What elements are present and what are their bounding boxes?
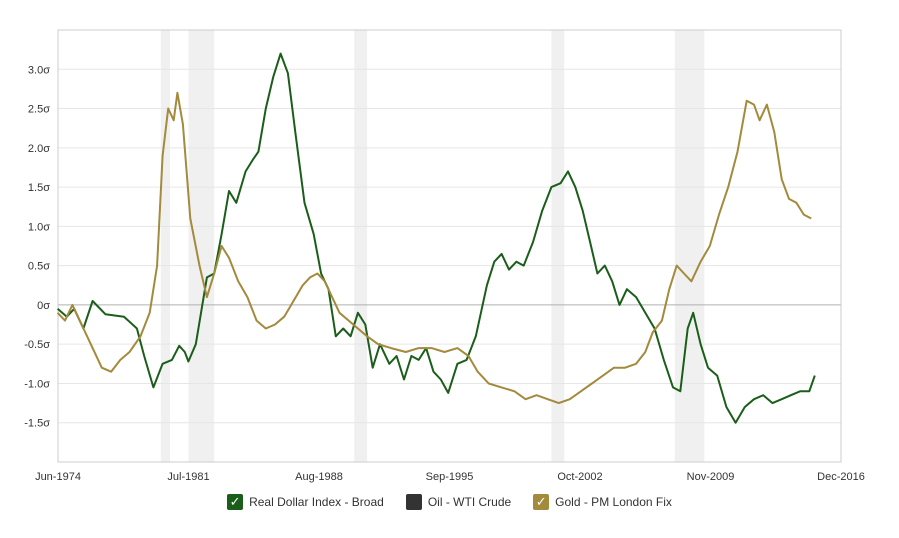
- series-lines: [56, 52, 816, 424]
- legend-label: Oil - WTI Crude: [427, 495, 512, 509]
- y-tick-label: -0.5σ: [24, 339, 50, 351]
- y-tick-label: -1.5σ: [24, 418, 50, 430]
- y-tick-label: 1.0σ: [28, 221, 50, 233]
- recession-band: [354, 30, 368, 462]
- y-tick-label: 2.0σ: [28, 143, 50, 155]
- y-axis-ticks: -1.5σ -1.0σ -0.5σ 0σ 0.5σ 1.0σ 1.5σ 2.0σ 2.5σ 3.0…: [24, 64, 50, 429]
- legend-item-oil-wti-crude[interactable]: Oil - WTI Crude: [405, 494, 512, 510]
- plot-frame: [57, 29, 842, 463]
- x-tick-label: Aug-1988: [295, 471, 343, 483]
- legend-label: Real Dollar Index - Broad: [249, 495, 384, 509]
- legend-item-real-dollar-index[interactable]: ✓ Real Dollar Index - Broad: [227, 494, 384, 510]
- y-tick-label: 0σ: [37, 300, 50, 312]
- y-tick-label: 3.0σ: [28, 64, 50, 76]
- series-line: [56, 52, 816, 424]
- y-tick-label: 1.5σ: [28, 182, 50, 194]
- gridlines: [58, 68, 841, 424]
- legend-item-gold-london-fix[interactable]: ✓ Gold - PM London Fix: [533, 494, 672, 510]
- checkbox-unchecked-icon[interactable]: [405, 494, 422, 510]
- checkbox-checked-icon[interactable]: ✓: [533, 494, 550, 510]
- y-tick-label: 0.5σ: [28, 261, 50, 273]
- y-tick-label: 2.5σ: [28, 104, 50, 116]
- recession-bands: [160, 30, 705, 462]
- x-tick-label: Jun-1974: [35, 471, 81, 483]
- recession-band: [160, 30, 171, 462]
- x-tick-label: Jul-1981: [167, 471, 209, 483]
- recession-band: [188, 30, 215, 462]
- x-tick-label: Sep-1995: [426, 471, 474, 483]
- recession-band: [551, 30, 565, 462]
- legend: ✓ Real Dollar Index - Broad Oil - WTI Cr…: [0, 494, 899, 510]
- x-axis-ticks: Jun-1974 Jul-1981 Aug-1988 Sep-1995 Oct-2002…: [35, 471, 865, 483]
- x-tick-label: Oct-2002: [557, 471, 602, 483]
- y-tick-label: -1.0σ: [24, 378, 50, 390]
- legend-label: Gold - PM London Fix: [555, 495, 672, 509]
- x-tick-label: Dec-2016: [817, 471, 865, 483]
- x-tick-label: Nov-2009: [687, 471, 735, 483]
- checkbox-checked-icon[interactable]: ✓: [227, 494, 244, 510]
- series-line: [56, 91, 812, 405]
- recession-band: [674, 30, 705, 462]
